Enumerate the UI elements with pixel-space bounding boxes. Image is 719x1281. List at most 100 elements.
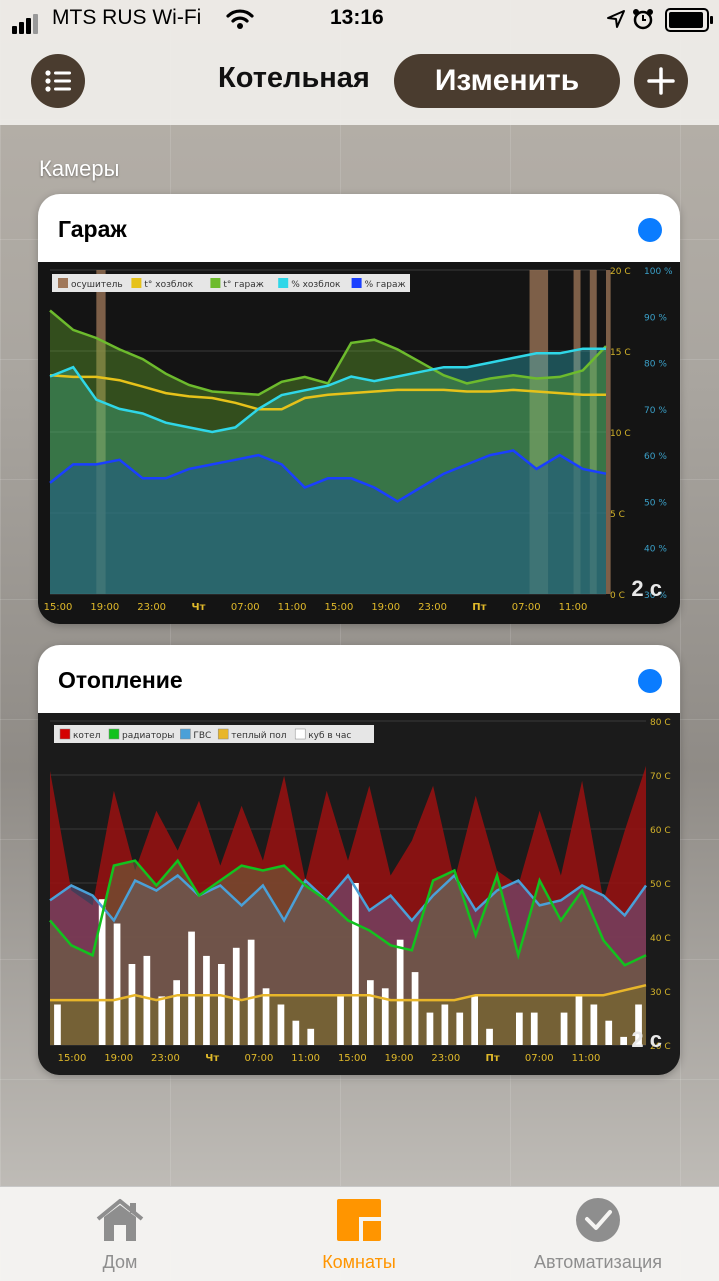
flow-bar (188, 931, 195, 1045)
y-tick-label-humidity: 90 % (644, 313, 667, 323)
tab-home[interactable]: Дом (20, 1197, 220, 1273)
legend-label: t° хозблок (144, 280, 193, 290)
series-line-radiators (49, 858, 647, 967)
x-tick-label: 11:00 (572, 1053, 601, 1064)
flow-bar (530, 1012, 538, 1045)
dehumidifier-band (606, 270, 611, 594)
flow-bar (277, 1004, 285, 1045)
x-tick-label: 15:00 (324, 602, 353, 613)
location-icon (607, 10, 625, 28)
series-line-temp-hozblok (49, 374, 606, 411)
status-dot (638, 218, 662, 242)
legend-label: t° гараж (223, 280, 263, 290)
x-tick-label: Чт (192, 602, 206, 613)
y-tick-label-temp: 20 C (610, 267, 631, 277)
camera-card-header[interactable]: Отопление (38, 645, 680, 713)
tab-rooms[interactable]: Комнаты (259, 1197, 459, 1273)
x-tick-label: 23:00 (151, 1053, 180, 1064)
flow-bar (486, 1028, 493, 1045)
y-tick-label-temp: 0 C (610, 591, 625, 601)
flow-bar (292, 1020, 300, 1045)
flow-bar (396, 939, 404, 1045)
series-line-gvs (49, 873, 648, 923)
x-tick-label: 07:00 (512, 602, 541, 613)
x-tick-label: Пт (485, 1053, 499, 1064)
tab-bar: Дом Комнаты Автоматизация (0, 1186, 719, 1281)
flow-bar (590, 1004, 598, 1045)
flow-bar (232, 947, 240, 1045)
camera-card-garage[interactable]: Гараж 20 C 15 C 10 C 5 C 0 C 100 % 90 % 80 % 70 … (38, 194, 680, 624)
flow-bar (337, 996, 344, 1045)
clock: 13:16 (330, 6, 384, 29)
y-tick-label: 30 C (650, 988, 671, 998)
flow-bar (426, 1012, 434, 1045)
legend-label: % гараж (365, 280, 406, 290)
x-tick-label: 15:00 (338, 1053, 367, 1064)
dehumidifier-band (96, 270, 106, 594)
camera-card-header[interactable]: Гараж (38, 194, 680, 262)
flow-bar (203, 955, 210, 1045)
x-tick-label: 11:00 (559, 602, 588, 613)
y-tick-label-humidity: 80 % (644, 360, 667, 370)
y-tick-label-humidity: 100 % (644, 267, 673, 277)
legend-box (54, 725, 374, 743)
legend-label: радиаторы (122, 731, 174, 741)
wifi-icon (226, 9, 254, 29)
y-tick-label-temp: 15 C (610, 348, 631, 358)
flow-bar (575, 996, 583, 1045)
x-tick-label: 19:00 (385, 1053, 414, 1064)
series-line-temp-garage (49, 309, 607, 396)
house-icon (96, 1199, 144, 1241)
tab-label: Дом (102, 1252, 138, 1272)
status-dot (638, 669, 662, 693)
chart-garage: 20 C 15 C 10 C 5 C 0 C 100 % 90 % 80 % 70 % 60 % 5… (38, 262, 680, 624)
tab-label: Комнаты (322, 1252, 396, 1272)
y-tick-label: 60 C (650, 826, 671, 836)
legend-label: % хозблок (291, 280, 341, 290)
x-tick-label: 19:00 (371, 602, 400, 613)
alarm-icon (633, 9, 653, 30)
y-tick-label-temp: 5 C (610, 510, 625, 520)
edit-button[interactable]: Изменить (394, 54, 620, 108)
flow-bar (515, 1012, 523, 1045)
section-title: Камеры (39, 156, 120, 181)
flow-bar (173, 980, 181, 1045)
tab-automation[interactable]: Автоматизация (498, 1197, 698, 1273)
flow-bar (620, 1036, 628, 1045)
flow-bar (456, 1012, 464, 1045)
camera-snapshot[interactable]: 20 C 15 C 10 C 5 C 0 C 100 % 90 % 80 % 70 % 60 % 5… (38, 262, 680, 624)
legend-swatch (351, 278, 362, 288)
y-tick-label-humidity: 50 % (644, 498, 667, 508)
carrier-label: MTS RUS Wi-Fi (52, 6, 202, 29)
signal-icon (12, 10, 40, 34)
legend-swatch (58, 278, 68, 288)
camera-name: Гараж (58, 216, 127, 242)
y-tick-label: 40 C (650, 934, 671, 944)
flow-bar (113, 923, 121, 1045)
flow-bar (605, 1020, 613, 1045)
flow-bar (98, 899, 106, 1045)
flow-bar (635, 1004, 642, 1045)
flow-bar (471, 996, 479, 1045)
flow-bar (54, 1004, 61, 1045)
flow-bar (560, 1012, 568, 1045)
flow-bar (366, 980, 374, 1045)
y-tick-label: 80 C (650, 718, 671, 728)
list-icon[interactable] (31, 54, 85, 108)
legend-label: теплый пол (231, 731, 286, 741)
camera-card-heating[interactable]: Отопление 80 C 70 C 60 C 50 C 40 C 30 C 20 C 15… (38, 645, 680, 1075)
legend-label: куб в час (308, 731, 351, 741)
y-tick-label-temp: 10 C (610, 429, 631, 439)
plus-icon[interactable] (634, 54, 688, 108)
camera-name: Отопление (58, 667, 183, 693)
chart-heating: 80 C 70 C 60 C 50 C 40 C 30 C 20 C 15:00 19:00 23… (38, 713, 680, 1075)
legend-label: ГВС (193, 731, 211, 741)
y-tick-label: 70 C (650, 772, 671, 782)
camera-snapshot[interactable]: 80 C 70 C 60 C 50 C 40 C 30 C 20 C 15:00 19:00 23… (38, 713, 680, 1075)
y-tick-label-humidity: 60 % (644, 452, 667, 462)
flow-bar (352, 883, 359, 1045)
x-tick-label: 07:00 (525, 1053, 554, 1064)
legend-swatch (278, 278, 289, 288)
x-tick-label: 23:00 (137, 602, 166, 613)
x-tick-label: 07:00 (244, 1053, 273, 1064)
